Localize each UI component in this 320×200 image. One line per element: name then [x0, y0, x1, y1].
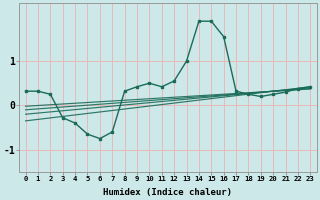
X-axis label: Humidex (Indice chaleur): Humidex (Indice chaleur): [103, 188, 232, 197]
